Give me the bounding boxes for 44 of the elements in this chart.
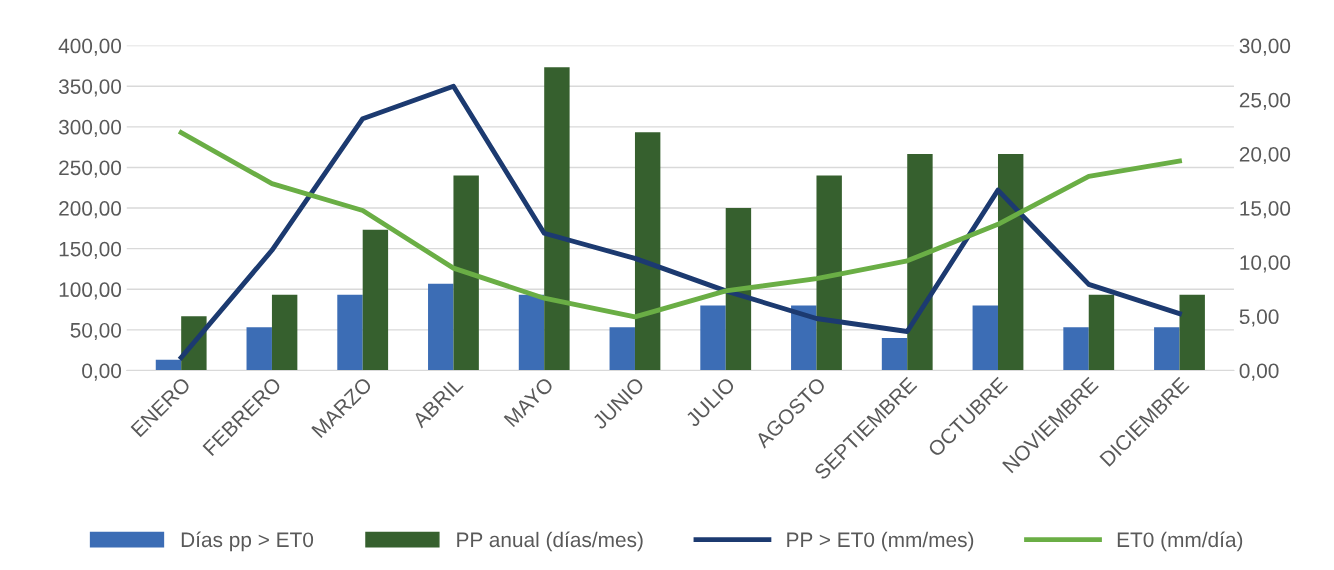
y-tick-label: 400,00 [58, 38, 122, 56]
line-series [178, 83, 1182, 360]
bar [634, 132, 661, 371]
y-tick-label: 250,00 [59, 160, 122, 178]
bar [1063, 327, 1089, 371]
bar [609, 327, 635, 371]
bar [544, 67, 570, 371]
bar [428, 283, 454, 371]
bar [246, 327, 272, 371]
legend-label: Días pp > ET0 [181, 531, 314, 552]
bar [700, 305, 726, 371]
y2-tick-label: 5,00 [1239, 309, 1279, 327]
bar [271, 294, 298, 371]
y-tick-label: 300,00 [58, 119, 122, 138]
bar [1088, 294, 1115, 371]
y-tick-label: 100,00 [59, 282, 122, 300]
bar [997, 153, 1024, 371]
bar [518, 294, 545, 371]
y-tick-label: 200,00 [59, 201, 122, 219]
y2-tick-label: 15,00 [1240, 201, 1291, 219]
y2-tick-label: 10,00 [1240, 255, 1291, 273]
bar [725, 208, 752, 371]
bar [816, 175, 842, 371]
bar [362, 229, 389, 371]
bar [1179, 294, 1205, 371]
y-tick-label: 0,00 [82, 363, 122, 381]
bar [1154, 327, 1180, 371]
bar [453, 175, 479, 371]
y2-tick-label: 0,00 [1239, 363, 1279, 381]
legend-label: PP anual (días/mes) [457, 531, 643, 552]
bar [972, 305, 998, 371]
line-series [178, 130, 1182, 320]
legend-label: PP > ET0 (mm/mes) [787, 531, 974, 552]
y-tick-label: 50,00 [70, 322, 122, 341]
y2-tick-label: 20,00 [1239, 146, 1291, 165]
y-tick-label: 150,00 [59, 241, 122, 259]
bar [155, 359, 182, 371]
y2-tick-label: 25,00 [1239, 92, 1291, 110]
legend-label: ET0 (mm/día) [1117, 531, 1243, 552]
bar [337, 294, 363, 371]
bar [881, 338, 908, 371]
y2-tick-label: 30,00 [1239, 38, 1291, 56]
bar [907, 153, 933, 371]
y-tick-label: 350,00 [58, 79, 122, 97]
